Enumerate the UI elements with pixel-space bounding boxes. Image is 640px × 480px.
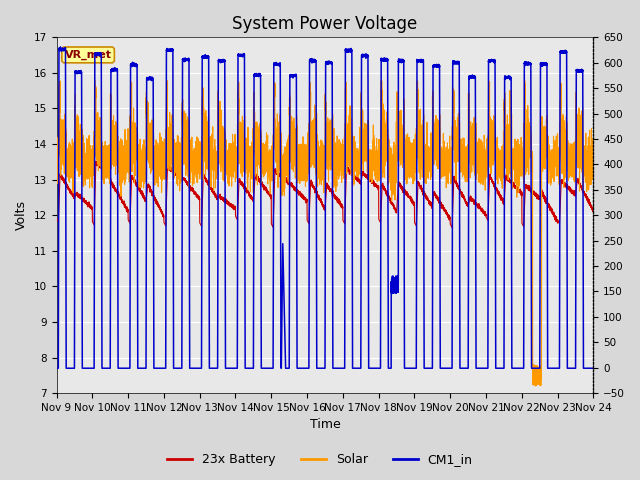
- Legend: 23x Battery, Solar, CM1_in: 23x Battery, Solar, CM1_in: [163, 448, 477, 471]
- Title: System Power Voltage: System Power Voltage: [232, 15, 417, 33]
- Y-axis label: Volts: Volts: [15, 200, 28, 230]
- Text: VR_met: VR_met: [65, 50, 111, 60]
- X-axis label: Time: Time: [310, 419, 340, 432]
